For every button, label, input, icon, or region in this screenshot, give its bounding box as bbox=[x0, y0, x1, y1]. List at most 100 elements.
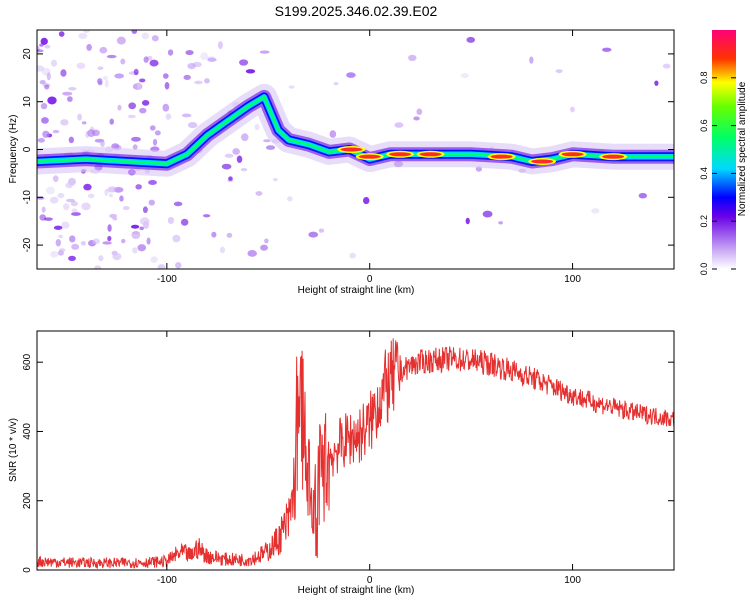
noise-speckle bbox=[416, 108, 423, 115]
noise-speckle bbox=[273, 177, 278, 182]
noise-speckle bbox=[41, 117, 49, 124]
snr-y-ticks: 0 200 400 600 bbox=[22, 353, 674, 573]
noise-speckle bbox=[363, 197, 370, 205]
noise-speckle bbox=[654, 80, 659, 86]
noise-speckle bbox=[202, 214, 211, 218]
snr-y-tick-label: 200 bbox=[22, 492, 33, 509]
noise-speckle bbox=[114, 73, 124, 79]
noise-speckle bbox=[151, 35, 159, 42]
snr-x-tick-label: 100 bbox=[564, 575, 581, 586]
noise-speckle bbox=[141, 32, 149, 40]
noise-speckle bbox=[121, 238, 126, 244]
snr-x-label: Height of straight line (km) bbox=[298, 585, 415, 596]
noise-speckle bbox=[58, 31, 65, 37]
snr-frame bbox=[36, 330, 675, 571]
noise-speckle bbox=[148, 180, 157, 186]
noise-speckle bbox=[555, 69, 563, 74]
noise-speckle bbox=[255, 191, 263, 196]
noise-speckle bbox=[49, 196, 59, 204]
noise-speckle bbox=[132, 247, 138, 254]
noise-speckle bbox=[148, 199, 155, 206]
noise-speckle bbox=[408, 54, 417, 62]
noise-speckle bbox=[102, 75, 109, 81]
noise-speckle bbox=[287, 196, 293, 202]
spectrogram-y-ticks: -20 -10 0 10 20 bbox=[22, 48, 674, 252]
noise-speckle bbox=[162, 103, 170, 112]
colorbar-tick-label: 0.2 bbox=[699, 215, 709, 228]
peak-core bbox=[602, 154, 625, 159]
noise-speckle bbox=[122, 206, 130, 211]
colorbar-tick-label: 0.4 bbox=[699, 167, 709, 180]
snr-x-tick-label: -100 bbox=[157, 575, 177, 586]
noise-speckle bbox=[99, 46, 108, 54]
noise-speckle bbox=[162, 73, 169, 79]
spectrogram-y-tick-label: -20 bbox=[22, 237, 33, 252]
noise-speckle bbox=[228, 176, 233, 181]
colorbar: 0.0 0.2 0.4 0.6 0.8 Normalized spectral ampl… bbox=[699, 30, 748, 275]
spectrogram-x-tick-label: -100 bbox=[157, 274, 177, 285]
noise-speckle bbox=[106, 54, 117, 59]
noise-speckle bbox=[167, 49, 174, 56]
noise-speckle bbox=[45, 186, 55, 195]
noise-speckle bbox=[70, 201, 78, 207]
noise-speckle bbox=[346, 72, 356, 78]
noise-speckle bbox=[37, 65, 45, 72]
noise-speckle bbox=[44, 44, 51, 49]
noise-speckle bbox=[329, 130, 337, 138]
noise-speckle bbox=[55, 239, 62, 247]
noise-speckle bbox=[150, 256, 158, 263]
noise-speckle bbox=[152, 138, 158, 146]
spectrogram-peaks bbox=[337, 146, 628, 165]
peak-core bbox=[358, 154, 381, 159]
noise-speckle bbox=[92, 238, 100, 245]
noise-speckle bbox=[187, 122, 198, 129]
noise-speckle bbox=[139, 78, 146, 83]
noise-speckle bbox=[142, 206, 148, 214]
noise-speckle bbox=[39, 79, 46, 85]
noise-speckle bbox=[157, 264, 166, 269]
noise-speckle bbox=[107, 235, 112, 242]
noise-speckle bbox=[265, 145, 276, 150]
noise-speckle bbox=[81, 202, 91, 211]
spectrogram-y-tick-label: 10 bbox=[22, 96, 33, 108]
noise-speckle bbox=[63, 203, 70, 211]
noise-speckle bbox=[132, 144, 138, 150]
noise-speckle bbox=[76, 62, 86, 69]
spectrogram-x-label: Height of straight line (km) bbox=[298, 285, 415, 296]
noise-speckle bbox=[37, 138, 45, 143]
peak-core bbox=[490, 154, 513, 159]
noise-speckle bbox=[50, 250, 59, 258]
noise-speckle bbox=[638, 192, 648, 199]
noise-speckle bbox=[498, 221, 504, 225]
noise-speckle bbox=[94, 265, 102, 269]
noise-speckle bbox=[185, 50, 194, 56]
noise-speckle bbox=[226, 232, 233, 238]
noise-speckle bbox=[460, 73, 469, 79]
noise-speckle bbox=[241, 133, 249, 142]
noise-speckle bbox=[40, 102, 48, 110]
noise-speckle bbox=[69, 235, 76, 243]
noise-speckle bbox=[50, 59, 58, 67]
noise-speckle bbox=[127, 114, 136, 119]
noise-speckle bbox=[131, 30, 138, 34]
noise-speckle bbox=[204, 78, 210, 84]
noise-speckle bbox=[71, 212, 81, 216]
noise-speckle bbox=[112, 252, 122, 261]
noise-speckle bbox=[172, 234, 181, 243]
spectrogram-y-tick-label: 20 bbox=[22, 48, 33, 60]
snr-y-label: SNR (10 * v/v) bbox=[8, 418, 19, 482]
noise-speckle bbox=[67, 96, 73, 102]
noise-speckle bbox=[61, 221, 70, 229]
noise-speckle bbox=[120, 58, 126, 65]
noise-speckle bbox=[71, 243, 80, 250]
snr-series-line bbox=[37, 338, 674, 569]
noise-speckle bbox=[602, 47, 612, 52]
colorbar-tick-label: 0.6 bbox=[699, 119, 709, 132]
noise-speckle bbox=[39, 43, 44, 47]
snr-y-tick-label: 0 bbox=[22, 567, 33, 573]
noise-speckle bbox=[133, 68, 139, 76]
noise-speckle bbox=[40, 37, 48, 46]
noise-speckle bbox=[165, 113, 172, 120]
noise-speckle bbox=[245, 69, 256, 74]
